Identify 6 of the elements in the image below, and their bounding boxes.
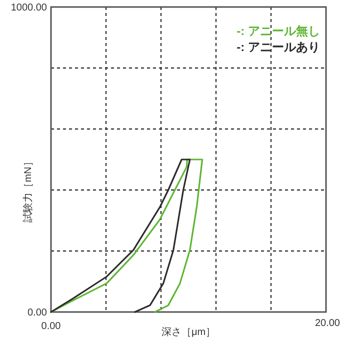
text: -: アニールあり (236, 40, 320, 54)
x-tick-label: 20.00 (314, 318, 340, 329)
y-axis-title: 試験力［mN］ (22, 156, 34, 222)
text: -: アニール無し (236, 24, 320, 38)
x-axis-title: 深さ［μm］ (161, 326, 216, 338)
y-tick-label: 1000.00 (10, 2, 48, 14)
